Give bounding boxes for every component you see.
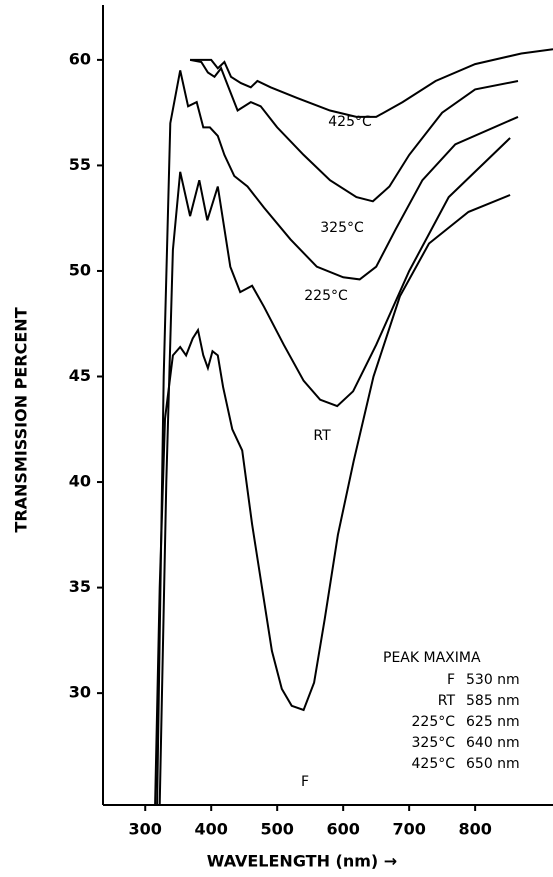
series-line (190, 48, 553, 118)
peak-table-label: 325°C (412, 735, 456, 751)
series-line (154, 194, 511, 806)
y-tick-label: 35 (69, 577, 91, 596)
peak-table-value: 650 nm (466, 756, 520, 772)
peak-table-label: 225°C (412, 714, 456, 730)
series-line (156, 70, 519, 806)
peak-table-value: 625 nm (466, 714, 520, 730)
curve-label: F (301, 774, 309, 790)
x-axis-label: WAVELENGTH (nm) → (207, 852, 397, 871)
x-tick-label: 300 (129, 820, 162, 839)
y-tick-label: 60 (69, 49, 91, 68)
curve-label: 425°C (328, 114, 372, 130)
peak-table-label: F (447, 672, 455, 688)
peak-table-value: 640 nm (466, 735, 520, 751)
y-axis-label: TRANSMISSION PERCENT (12, 307, 31, 532)
curve-label: 225°C (304, 288, 348, 304)
x-tick-label: 600 (326, 820, 359, 839)
peak-table-label: 425°C (412, 756, 456, 772)
x-tick-label: 500 (260, 820, 293, 839)
curve-label: 325°C (320, 220, 364, 236)
peak-table-value: 530 nm (466, 672, 520, 688)
y-tick-label: 45 (69, 366, 91, 385)
y-tick-label: 40 (69, 472, 91, 491)
y-tick-label: 50 (69, 260, 91, 279)
peak-table-label: RT (438, 693, 456, 709)
peak-table-value: 585 nm (466, 693, 520, 709)
series-line (158, 137, 511, 806)
y-tick-label: 30 (69, 683, 91, 702)
x-tick-label: 400 (195, 820, 228, 839)
series-line (189, 58, 519, 203)
y-tick-label: 55 (69, 155, 91, 174)
peak-table-title: PEAK MAXIMA (383, 650, 481, 666)
curve-label: RT (313, 428, 331, 444)
x-tick-label: 800 (458, 820, 491, 839)
x-tick-label: 700 (392, 820, 425, 839)
